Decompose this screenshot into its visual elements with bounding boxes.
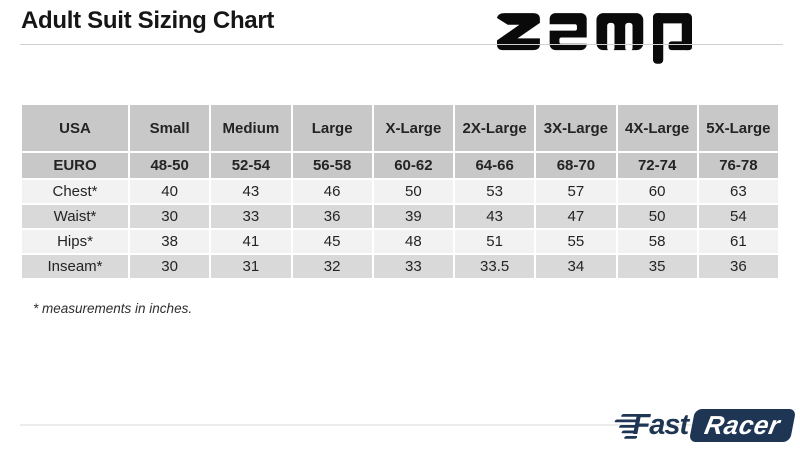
size-cell: 51 [455, 230, 535, 253]
size-cell: 32 [292, 255, 372, 278]
table-row-inseam: Inseam* 30 31 32 33 33.5 34 35 36 [22, 255, 778, 278]
size-cell: 60-62 [373, 153, 453, 178]
column-header-x-large: X-Large [373, 105, 453, 151]
row-label: Inseam* [22, 255, 128, 278]
size-cell: 46 [292, 180, 372, 203]
column-header-5x-large: 5X-Large [698, 105, 778, 151]
row-label: Chest* [22, 180, 128, 203]
size-cell: 30 [130, 255, 210, 278]
speed-lines-icon [614, 414, 637, 439]
column-header-small: Small [130, 105, 210, 151]
row-label: Hips* [22, 230, 128, 253]
table-row-chest: Chest* 40 43 46 50 53 57 60 63 [22, 180, 778, 203]
size-cell: 43 [211, 180, 291, 203]
size-cell: 47 [536, 205, 616, 228]
fastracer-racer-badge: Racer [689, 408, 797, 442]
size-cell: 43 [455, 205, 535, 228]
column-header-4x-large: 4X-Large [617, 105, 697, 151]
size-cell: 45 [292, 230, 372, 253]
size-cell: 40 [130, 180, 210, 203]
row-label: Waist* [22, 205, 128, 228]
sizing-table: USA Small Medium Large X-Large 2X-Large 3X-Lar… [20, 103, 780, 280]
fastracer-fast-text: Fast [632, 409, 690, 441]
page-title: Adult Suit Sizing Chart [21, 7, 275, 34]
size-cell: 50 [373, 180, 453, 203]
size-cell: 61 [698, 230, 778, 253]
column-header-medium: Medium [211, 105, 291, 151]
size-cell: 35 [617, 255, 697, 278]
size-cell: 48 [373, 230, 453, 253]
sizing-table-container: USA Small Medium Large X-Large 2X-Large 3X-Lar… [20, 103, 780, 280]
size-cell: 48-50 [130, 153, 210, 178]
row-label: EURO [22, 153, 128, 178]
column-header-large: Large [292, 105, 372, 151]
size-cell: 53 [455, 180, 535, 203]
bottom-divider [20, 424, 765, 426]
table-row-waist: Waist* 30 33 36 39 43 47 50 54 [22, 205, 778, 228]
column-header-3x-large: 3X-Large [536, 105, 616, 151]
size-cell: 64-66 [455, 153, 535, 178]
size-cell: 58 [617, 230, 697, 253]
table-row-euro: EURO 48-50 52-54 56-58 60-62 64-66 68-70 72-74 7… [22, 153, 778, 178]
column-header-2x-large: 2X-Large [455, 105, 535, 151]
size-cell: 33 [373, 255, 453, 278]
table-header-row: USA Small Medium Large X-Large 2X-Large 3X-Lar… [22, 105, 778, 151]
size-cell: 68-70 [536, 153, 616, 178]
column-header-usa: USA [22, 105, 128, 151]
title-divider [20, 44, 783, 45]
size-cell: 30 [130, 205, 210, 228]
zamp-logo-icon [497, 13, 692, 64]
size-cell: 34 [536, 255, 616, 278]
size-cell: 33 [211, 205, 291, 228]
size-cell: 33.5 [455, 255, 535, 278]
size-cell: 60 [617, 180, 697, 203]
size-cell: 36 [292, 205, 372, 228]
size-cell: 54 [698, 205, 778, 228]
size-cell: 38 [130, 230, 210, 253]
size-cell: 76-78 [698, 153, 778, 178]
size-cell: 31 [211, 255, 291, 278]
size-cell: 52-54 [211, 153, 291, 178]
size-cell: 50 [617, 205, 697, 228]
size-cell: 36 [698, 255, 778, 278]
fastracer-racer-text: Racer [702, 409, 784, 440]
table-row-hips: Hips* 38 41 45 48 51 55 58 61 [22, 230, 778, 253]
measurements-footnote: * measurements in inches. [33, 301, 193, 316]
size-cell: 63 [698, 180, 778, 203]
fastracer-logo: Fast Racer [595, 405, 797, 445]
size-cell: 56-58 [292, 153, 372, 178]
size-cell: 55 [536, 230, 616, 253]
size-cell: 57 [536, 180, 616, 203]
size-cell: 41 [211, 230, 291, 253]
size-cell: 72-74 [617, 153, 697, 178]
size-cell: 39 [373, 205, 453, 228]
